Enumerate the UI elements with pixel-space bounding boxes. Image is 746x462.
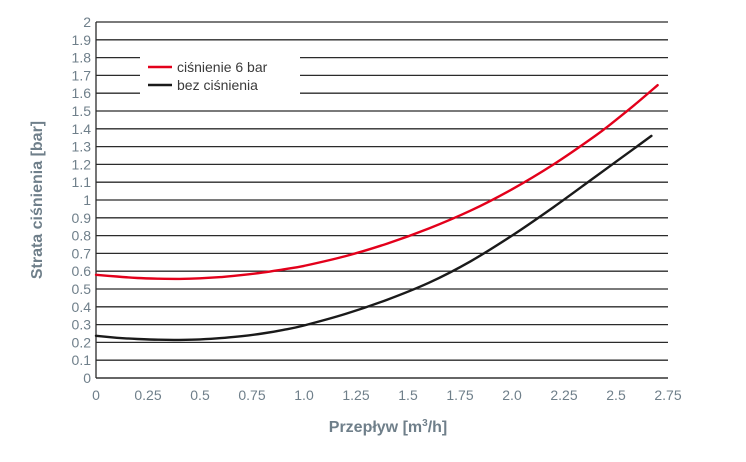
y-tick-label: 0.1 bbox=[72, 352, 92, 368]
series-line-2 bbox=[94, 134, 653, 342]
y-tick-label: 1.3 bbox=[72, 139, 92, 155]
x-tick-label: 2.5 bbox=[606, 387, 626, 403]
y-tick-label: 1.2 bbox=[72, 156, 92, 172]
y-tick-label: 0.5 bbox=[72, 281, 92, 297]
y-tick-label: 0.4 bbox=[72, 299, 92, 315]
y-tick-label: 1.8 bbox=[72, 50, 92, 66]
y-axis-title: Strata ciśnienia [bar] bbox=[29, 121, 46, 279]
legend-label-series-1: ciśnienie 6 bar bbox=[177, 59, 268, 75]
y-tick-labels: 0 0.1 0.20.3 0.4 0.5 0.6 0.70.8 0.9 1 1.1 1.21.3 1.… bbox=[72, 14, 92, 386]
y-tick-label: 0.2 bbox=[72, 334, 92, 350]
y-tick-label: 1.5 bbox=[72, 103, 92, 119]
y-tick-label: 0.8 bbox=[72, 228, 92, 244]
x-tick-label: 1.75 bbox=[446, 387, 473, 403]
x-tick-label: 2.0 bbox=[502, 387, 522, 403]
x-axis-title-superscript: 3 bbox=[422, 418, 428, 429]
legend: ciśnienie 6 bar bez ciśnienia bbox=[140, 54, 300, 98]
y-tick-label: 1.6 bbox=[72, 85, 92, 101]
x-tick-label: 0.25 bbox=[134, 387, 161, 403]
x-axis-title-main: Przepływ [m bbox=[329, 419, 422, 436]
legend-background bbox=[140, 54, 300, 98]
x-axis-title: Przepływ [m3/h] bbox=[329, 418, 447, 436]
y-tick-label: 1.9 bbox=[72, 32, 92, 48]
y-tick-label: 0 bbox=[83, 370, 91, 386]
x-tick-label: 0.75 bbox=[238, 387, 265, 403]
y-tick-label: 2 bbox=[83, 14, 91, 30]
axes bbox=[95, 22, 668, 379]
y-tick-label: 0.6 bbox=[72, 263, 92, 279]
series-lines bbox=[94, 84, 659, 342]
legend-label-series-2: bez ciśnienia bbox=[177, 77, 258, 93]
x-tick-labels: 0 0.25 0.5 0.75 1.0 1.25 1.5 1.75 2.0 2.25 2.5 2.75 bbox=[92, 387, 682, 403]
x-tick-label: 2.75 bbox=[654, 387, 681, 403]
series-line-1 bbox=[94, 84, 659, 281]
x-axis-title-tail: /h] bbox=[428, 419, 448, 436]
y-tick-label: 0.9 bbox=[72, 210, 92, 226]
y-tick-label: 1.7 bbox=[72, 67, 92, 83]
x-tick-label: 0 bbox=[92, 387, 100, 403]
y-tick-label: 1.4 bbox=[72, 121, 92, 137]
y-tick-label: 0.7 bbox=[72, 245, 92, 261]
x-tick-label: 1.5 bbox=[398, 387, 418, 403]
x-tick-label: 2.25 bbox=[550, 387, 577, 403]
x-tick-label: 1.0 bbox=[294, 387, 314, 403]
y-tick-label: 1 bbox=[83, 192, 91, 208]
y-tick-label: 0.3 bbox=[72, 317, 92, 333]
x-tick-label: 1.25 bbox=[342, 387, 369, 403]
x-tick-label: 0.5 bbox=[190, 387, 210, 403]
grid-lines bbox=[96, 21, 668, 379]
y-tick-label: 1.1 bbox=[72, 174, 92, 190]
